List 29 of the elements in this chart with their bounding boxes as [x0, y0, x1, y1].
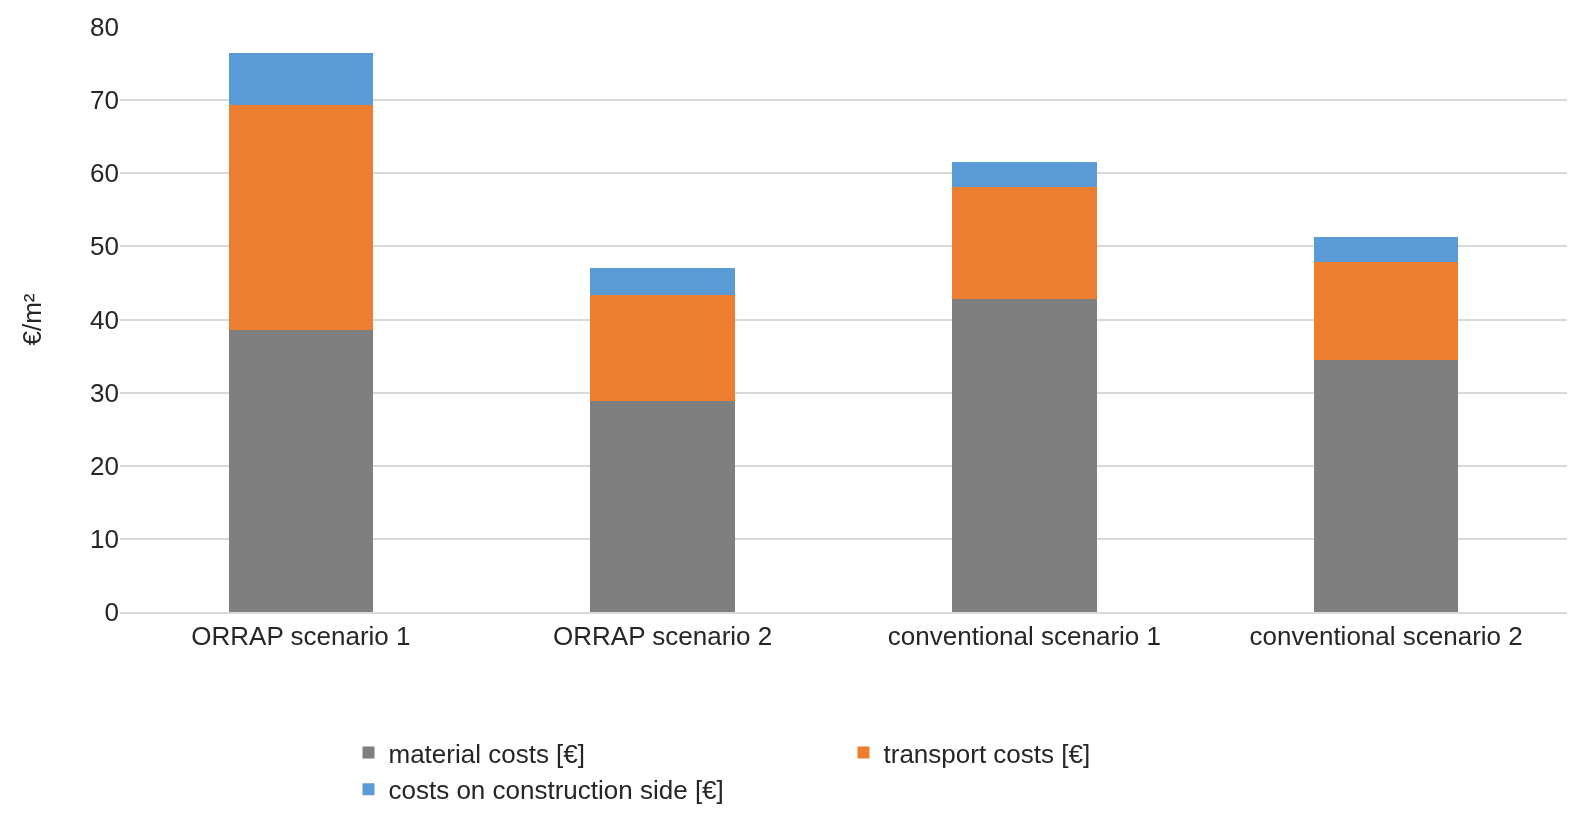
bar: [590, 295, 735, 402]
bar: [228, 53, 374, 106]
y-tick-label: 30: [90, 377, 119, 408]
y-tick-label: 50: [90, 231, 119, 262]
x-tick-label: conventional scenario 1: [887, 620, 1161, 651]
y-axis-title: €/m²: [17, 293, 48, 346]
bar: [1313, 360, 1459, 612]
legend-label: transport costs [€]: [883, 738, 1091, 769]
y-tick-label: 40: [90, 304, 119, 335]
y-tick-label: 20: [90, 450, 119, 481]
bar: [952, 299, 1097, 612]
y-tick-label: 10: [90, 523, 119, 554]
x-tick-label: ORRAP scenario 2: [553, 620, 773, 651]
y-tick-label: 0: [104, 597, 119, 628]
legend-label: material costs [€]: [388, 738, 586, 769]
x-tick-label: ORRAP scenario 1: [191, 620, 411, 651]
bar: [228, 105, 374, 331]
y-tick-label: 70: [90, 85, 119, 116]
bar: [952, 161, 1097, 188]
bar: [590, 401, 735, 612]
bar: [1313, 236, 1459, 262]
x-tick-label: conventional scenario 2: [1249, 620, 1523, 651]
y-tick-label: 80: [90, 12, 119, 43]
bar: [952, 187, 1097, 300]
bar: [1313, 261, 1459, 361]
legend-label: costs on construction side [€]: [388, 775, 724, 806]
bar: [228, 330, 374, 612]
bar: [590, 267, 735, 296]
y-tick-label: 60: [90, 158, 119, 189]
